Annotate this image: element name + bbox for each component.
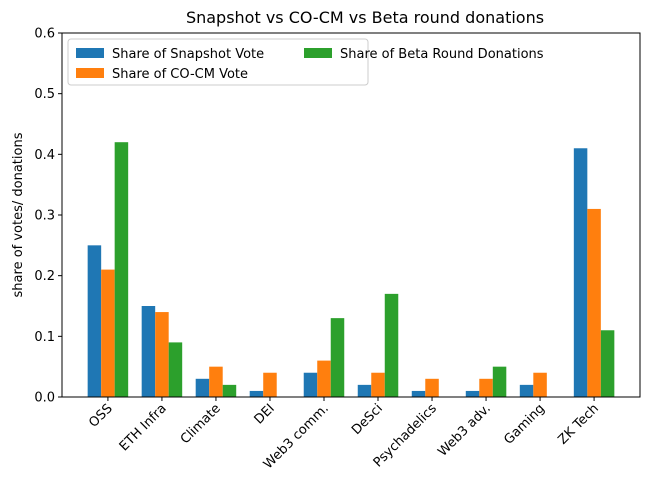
bar-1-zk-tech xyxy=(573,148,588,397)
x-tick-label: DEI xyxy=(252,401,278,427)
bar-1-gaming xyxy=(519,384,534,397)
x-tick-label: DeSci xyxy=(349,401,386,438)
legend-swatch xyxy=(76,48,104,58)
x-tick-label: ETH Infra xyxy=(117,401,170,454)
legend-swatch xyxy=(304,48,332,58)
bar-2-web3-adv- xyxy=(479,378,493,397)
bar-2-gaming xyxy=(533,372,547,397)
bar-3-eth-infra xyxy=(168,342,183,397)
bar-1-desci xyxy=(357,384,372,397)
bar-1-web3-adv- xyxy=(465,390,480,397)
chart-title: Snapshot vs CO-CM vs Beta round donation… xyxy=(186,8,544,27)
x-tick-label: Gaming xyxy=(501,401,548,448)
x-tick-label: ZK Tech xyxy=(555,401,601,447)
bar-2-zk-tech xyxy=(587,208,601,397)
bar-3-zk-tech xyxy=(600,330,615,397)
legend-label: Share of CO-CM Vote xyxy=(112,67,248,82)
y-tick-label: 0.0 xyxy=(34,391,55,406)
bar-1-psychadelics xyxy=(411,390,426,397)
bar-3-web3-comm- xyxy=(330,318,345,397)
bar-3-desci xyxy=(384,293,399,397)
y-tick-label: 0.5 xyxy=(34,87,55,102)
bar-2-climate xyxy=(209,366,223,397)
x-tick-label: Climate xyxy=(178,401,224,447)
bars-group xyxy=(87,142,615,397)
bar-2-dei xyxy=(263,372,277,397)
legend: Share of Snapshot Vote Share of CO-CM Vot… xyxy=(67,38,544,86)
bar-1-dei xyxy=(249,390,264,397)
y-tick-label: 0.2 xyxy=(34,269,55,284)
bar-1-eth-infra xyxy=(141,306,156,397)
bar-1-oss xyxy=(87,245,102,397)
y-axis-label: share of votes/ donations xyxy=(11,132,26,297)
bar-3-climate xyxy=(222,384,237,397)
bar-2-eth-infra xyxy=(155,312,169,397)
bar-2-oss xyxy=(101,269,115,397)
y-tick-label: 0.1 xyxy=(34,330,55,345)
bar-3-web3-adv- xyxy=(492,366,507,397)
y-tick-label: 0.3 xyxy=(34,209,55,224)
bar-1-web3-comm- xyxy=(303,372,318,397)
x-tick-label: Web3 adv. xyxy=(435,401,494,460)
bar-2-web3-comm- xyxy=(317,360,331,397)
bar-1-climate xyxy=(195,378,210,397)
bar-2-desci xyxy=(371,372,385,397)
legend-box xyxy=(67,38,369,86)
bar-3-oss xyxy=(114,142,129,397)
bar-2-psychadelics xyxy=(425,378,439,397)
y-tick-label: 0.4 xyxy=(34,148,55,163)
y-tick-label: 0.6 xyxy=(34,27,55,42)
legend-label: Share of Snapshot Vote xyxy=(112,47,264,62)
legend-swatch xyxy=(76,68,104,78)
legend-label: Share of Beta Round Donations xyxy=(340,47,544,62)
x-tick-label: OSS xyxy=(86,401,116,431)
